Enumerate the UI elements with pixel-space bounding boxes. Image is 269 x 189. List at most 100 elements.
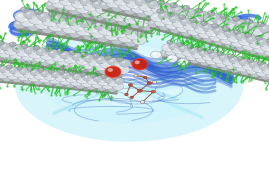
Circle shape [34,46,37,48]
Circle shape [47,75,50,77]
Circle shape [245,19,253,24]
Circle shape [150,13,163,22]
Circle shape [239,23,253,33]
Circle shape [139,19,143,22]
Circle shape [97,33,110,42]
Circle shape [201,51,204,53]
Circle shape [170,26,181,33]
Circle shape [252,63,254,65]
Circle shape [105,66,121,77]
Circle shape [93,30,97,33]
Circle shape [183,19,186,22]
Circle shape [55,80,64,87]
Circle shape [157,19,161,22]
Circle shape [208,59,211,61]
Circle shape [176,23,189,32]
Circle shape [96,64,100,66]
Circle shape [247,22,259,30]
Circle shape [3,53,15,61]
Circle shape [18,14,22,17]
Circle shape [216,39,220,41]
Circle shape [211,53,214,55]
Circle shape [162,14,174,23]
Circle shape [154,6,158,9]
Circle shape [102,75,104,76]
Circle shape [264,47,269,56]
Circle shape [34,9,43,15]
Circle shape [239,59,249,66]
Circle shape [118,32,133,43]
Circle shape [58,76,61,78]
Circle shape [132,34,147,45]
Circle shape [108,7,122,17]
Circle shape [256,68,267,76]
Circle shape [94,54,96,56]
Circle shape [135,0,147,6]
Circle shape [96,23,100,26]
Circle shape [172,6,185,14]
Circle shape [249,59,250,61]
Circle shape [242,62,253,70]
Circle shape [72,53,83,61]
Circle shape [72,0,86,9]
Circle shape [192,15,196,17]
Circle shape [30,58,33,60]
Circle shape [267,49,269,51]
Circle shape [169,13,171,14]
Circle shape [205,36,208,38]
Circle shape [202,60,205,63]
Circle shape [114,77,124,84]
Circle shape [92,74,93,75]
Circle shape [204,55,208,57]
Circle shape [57,4,70,12]
Circle shape [90,0,98,2]
Circle shape [239,33,243,35]
Circle shape [249,40,262,48]
Circle shape [125,93,128,96]
Circle shape [68,77,71,79]
Circle shape [188,54,191,56]
Circle shape [28,74,39,82]
Circle shape [213,16,216,18]
Circle shape [236,64,247,72]
Circle shape [115,14,119,16]
Circle shape [101,74,107,79]
Circle shape [245,32,252,37]
Circle shape [219,33,223,35]
Circle shape [225,40,236,48]
Circle shape [20,75,23,77]
Circle shape [127,8,130,11]
Circle shape [58,29,62,31]
Circle shape [12,52,16,55]
Circle shape [213,27,225,35]
Circle shape [197,47,203,51]
Circle shape [222,26,230,32]
Circle shape [119,1,132,11]
Circle shape [114,2,122,7]
Circle shape [110,25,114,28]
Circle shape [212,24,219,29]
Circle shape [168,12,175,17]
Circle shape [108,66,111,68]
Circle shape [168,50,171,52]
Circle shape [97,84,107,91]
Circle shape [174,17,186,26]
Circle shape [241,39,245,41]
Circle shape [70,78,82,86]
Circle shape [138,0,141,2]
Circle shape [147,9,151,11]
Circle shape [38,50,42,52]
Circle shape [116,3,118,5]
Circle shape [181,46,184,48]
Circle shape [104,83,108,85]
Circle shape [138,7,146,13]
Circle shape [259,23,261,24]
Circle shape [151,4,165,14]
Circle shape [214,37,225,45]
Circle shape [36,48,47,56]
Circle shape [67,3,71,6]
Circle shape [38,21,42,24]
Circle shape [235,31,237,32]
Circle shape [5,46,17,55]
Circle shape [86,83,96,90]
